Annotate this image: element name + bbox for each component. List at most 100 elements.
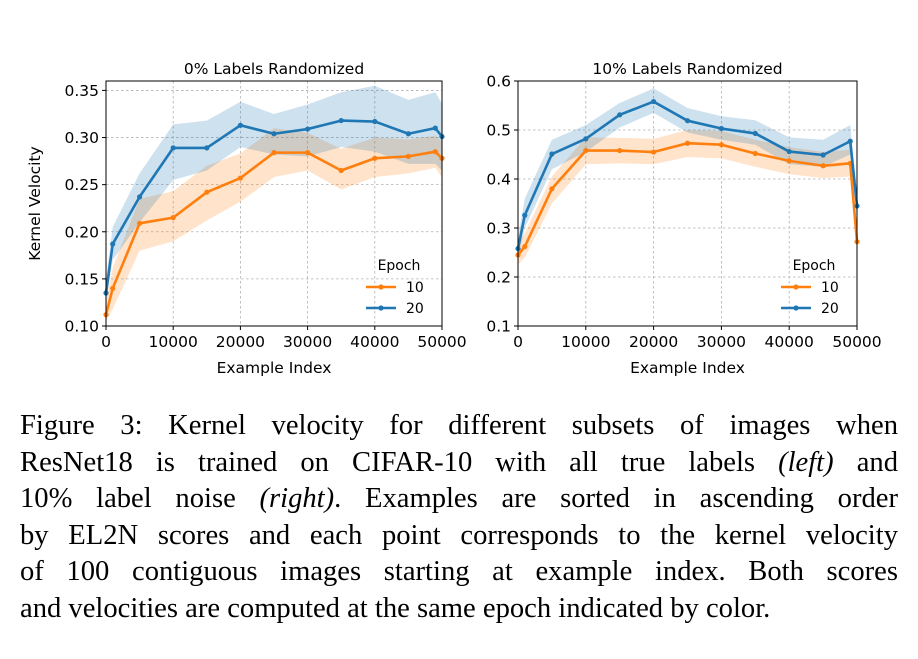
legend-marker-epoch-10 — [793, 284, 799, 290]
data-point-epoch-20 — [110, 241, 116, 247]
x-tick-label: 30000 — [283, 333, 332, 351]
confidence-band-epoch-20 — [106, 85, 442, 303]
y-axis-label: Kernel Velocity — [26, 146, 44, 260]
data-point-epoch-20 — [820, 152, 826, 158]
data-point-epoch-20 — [405, 131, 411, 137]
caption-italic-left: (left) — [778, 446, 834, 478]
y-tick-label: 0.25 — [64, 176, 99, 194]
data-point-epoch-20 — [372, 118, 378, 125]
y-tick-label: 0.30 — [64, 129, 99, 147]
data-point-epoch-10 — [522, 244, 528, 250]
data-point-epoch-10 — [718, 142, 725, 148]
y-tick-label: 0.35 — [64, 82, 99, 100]
x-tick-label: 20000 — [216, 333, 265, 351]
y-tick-label: 0.15 — [64, 270, 99, 288]
x-tick-label: 50000 — [832, 333, 881, 351]
legend: Epoch 10 20 — [366, 258, 424, 317]
data-point-epoch-20 — [204, 145, 210, 151]
data-point-epoch-20 — [651, 98, 657, 105]
figure-caption: Figure 3: Kernel velocity for different … — [20, 408, 898, 628]
y-tick-label: 0.5 — [486, 122, 511, 140]
legend-marker-epoch-10 — [378, 284, 384, 290]
data-point-epoch-10 — [305, 150, 311, 156]
caption-line-2: ResNet18 is trained on CIFAR-10 with all… — [20, 446, 898, 478]
y-tick-label: 0.10 — [64, 318, 99, 336]
legend-label-epoch-20: 20 — [406, 301, 424, 317]
data-point-epoch-20 — [271, 131, 277, 137]
data-point-epoch-10 — [549, 186, 555, 192]
legend-label-epoch-10: 10 — [406, 280, 424, 296]
data-point-epoch-10 — [338, 167, 344, 174]
data-point-epoch-20 — [237, 122, 243, 128]
data-point-epoch-10 — [583, 147, 589, 154]
data-point-epoch-20 — [522, 212, 528, 218]
data-point-epoch-20 — [617, 112, 623, 118]
data-point-epoch-10 — [405, 153, 411, 159]
data-point-epoch-20 — [137, 194, 143, 200]
data-point-epoch-20 — [338, 117, 344, 124]
data-point-epoch-10 — [617, 147, 623, 154]
axes-frame — [105, 80, 443, 327]
data-point-epoch-10 — [237, 175, 243, 181]
chart-title: 0% Labels Randomized — [184, 60, 364, 78]
confidence-band-epoch-10 — [106, 128, 442, 322]
chart-panel-1: 0 10000 20000 30000 40000 50000 0.10 0.15 0.20 0.… — [26, 60, 467, 377]
legend-title: Epoch — [378, 258, 421, 274]
figure-charts: 0 10000 20000 30000 40000 500000.100.150.200.… — [26, 60, 882, 377]
data-point-epoch-20 — [786, 148, 792, 155]
y-tick-label: 0.6 — [486, 73, 511, 91]
caption-line-4: by EL2N scores and each point correspond… — [20, 519, 898, 551]
data-point-epoch-10 — [372, 155, 378, 161]
data-point-epoch-10 — [170, 215, 176, 221]
x-axis-label: Example Index — [217, 359, 332, 377]
y-tick-label: 0.1 — [486, 318, 511, 336]
data-point-epoch-20 — [549, 151, 555, 157]
data-point-epoch-10 — [684, 140, 691, 146]
x-tick-label: 20000 — [629, 333, 678, 351]
x-tick-label: 0 — [513, 333, 523, 351]
caption-line-5: of 100 contiguous images starting at exa… — [20, 556, 898, 588]
x-axis-label: Example Index — [630, 359, 745, 377]
x-tick-label: 30000 — [697, 333, 746, 351]
x-tick-label: 0 — [101, 333, 111, 351]
legend-label-epoch-10: 10 — [821, 280, 839, 296]
data-point-epoch-10 — [651, 149, 657, 155]
data-point-epoch-10 — [786, 158, 792, 164]
legend: Epoch 10 20 — [781, 258, 839, 317]
x-tick-label: 40000 — [350, 333, 399, 351]
y-tick-label: 0.20 — [64, 223, 99, 241]
axes-frame — [517, 80, 858, 327]
x-tick-label: 50000 — [417, 333, 466, 351]
data-point-epoch-20 — [305, 126, 311, 132]
data-point-epoch-10 — [432, 149, 438, 155]
data-point-epoch-10 — [110, 285, 116, 291]
legend-marker-epoch-20 — [378, 305, 384, 311]
legend-label-epoch-20: 20 — [821, 301, 839, 317]
x-tick-label: 40000 — [765, 333, 814, 351]
data-point-epoch-20 — [684, 118, 691, 124]
chart-panel-2: 0 10000 20000 30000 40000 50000 0.1 0.2 0.3 0.4 0.… — [486, 60, 881, 377]
confidence-band-epoch-20 — [518, 88, 857, 258]
caption-italic-right: (right) — [259, 483, 335, 515]
data-point-epoch-20 — [432, 125, 438, 131]
caption-line-6: and velocities are computed at the same … — [20, 592, 771, 624]
data-point-epoch-10 — [820, 163, 826, 169]
caption-line-1: Figure 3: Kernel velocity for different … — [20, 410, 898, 441]
data-point-epoch-20 — [752, 130, 758, 137]
x-tick-label: 10000 — [149, 333, 198, 351]
data-point-epoch-10 — [752, 150, 758, 157]
y-tick-label: 0.4 — [486, 171, 511, 189]
chart-title: 10% Labels Randomized — [592, 60, 782, 78]
caption-line-3: 10% label noise (right). Examples are so… — [20, 483, 898, 515]
data-point-epoch-20 — [847, 138, 853, 144]
data-point-epoch-10 — [204, 189, 210, 195]
y-tick-label: 0.3 — [486, 220, 511, 238]
data-point-epoch-10 — [271, 150, 277, 156]
data-point-epoch-10 — [137, 220, 143, 226]
data-point-epoch-20 — [583, 136, 589, 142]
legend-title: Epoch — [793, 258, 836, 274]
x-tick-label: 10000 — [561, 333, 610, 351]
legend-marker-epoch-20 — [793, 305, 799, 311]
y-tick-label: 0.2 — [486, 269, 511, 287]
data-point-epoch-20 — [718, 125, 725, 132]
